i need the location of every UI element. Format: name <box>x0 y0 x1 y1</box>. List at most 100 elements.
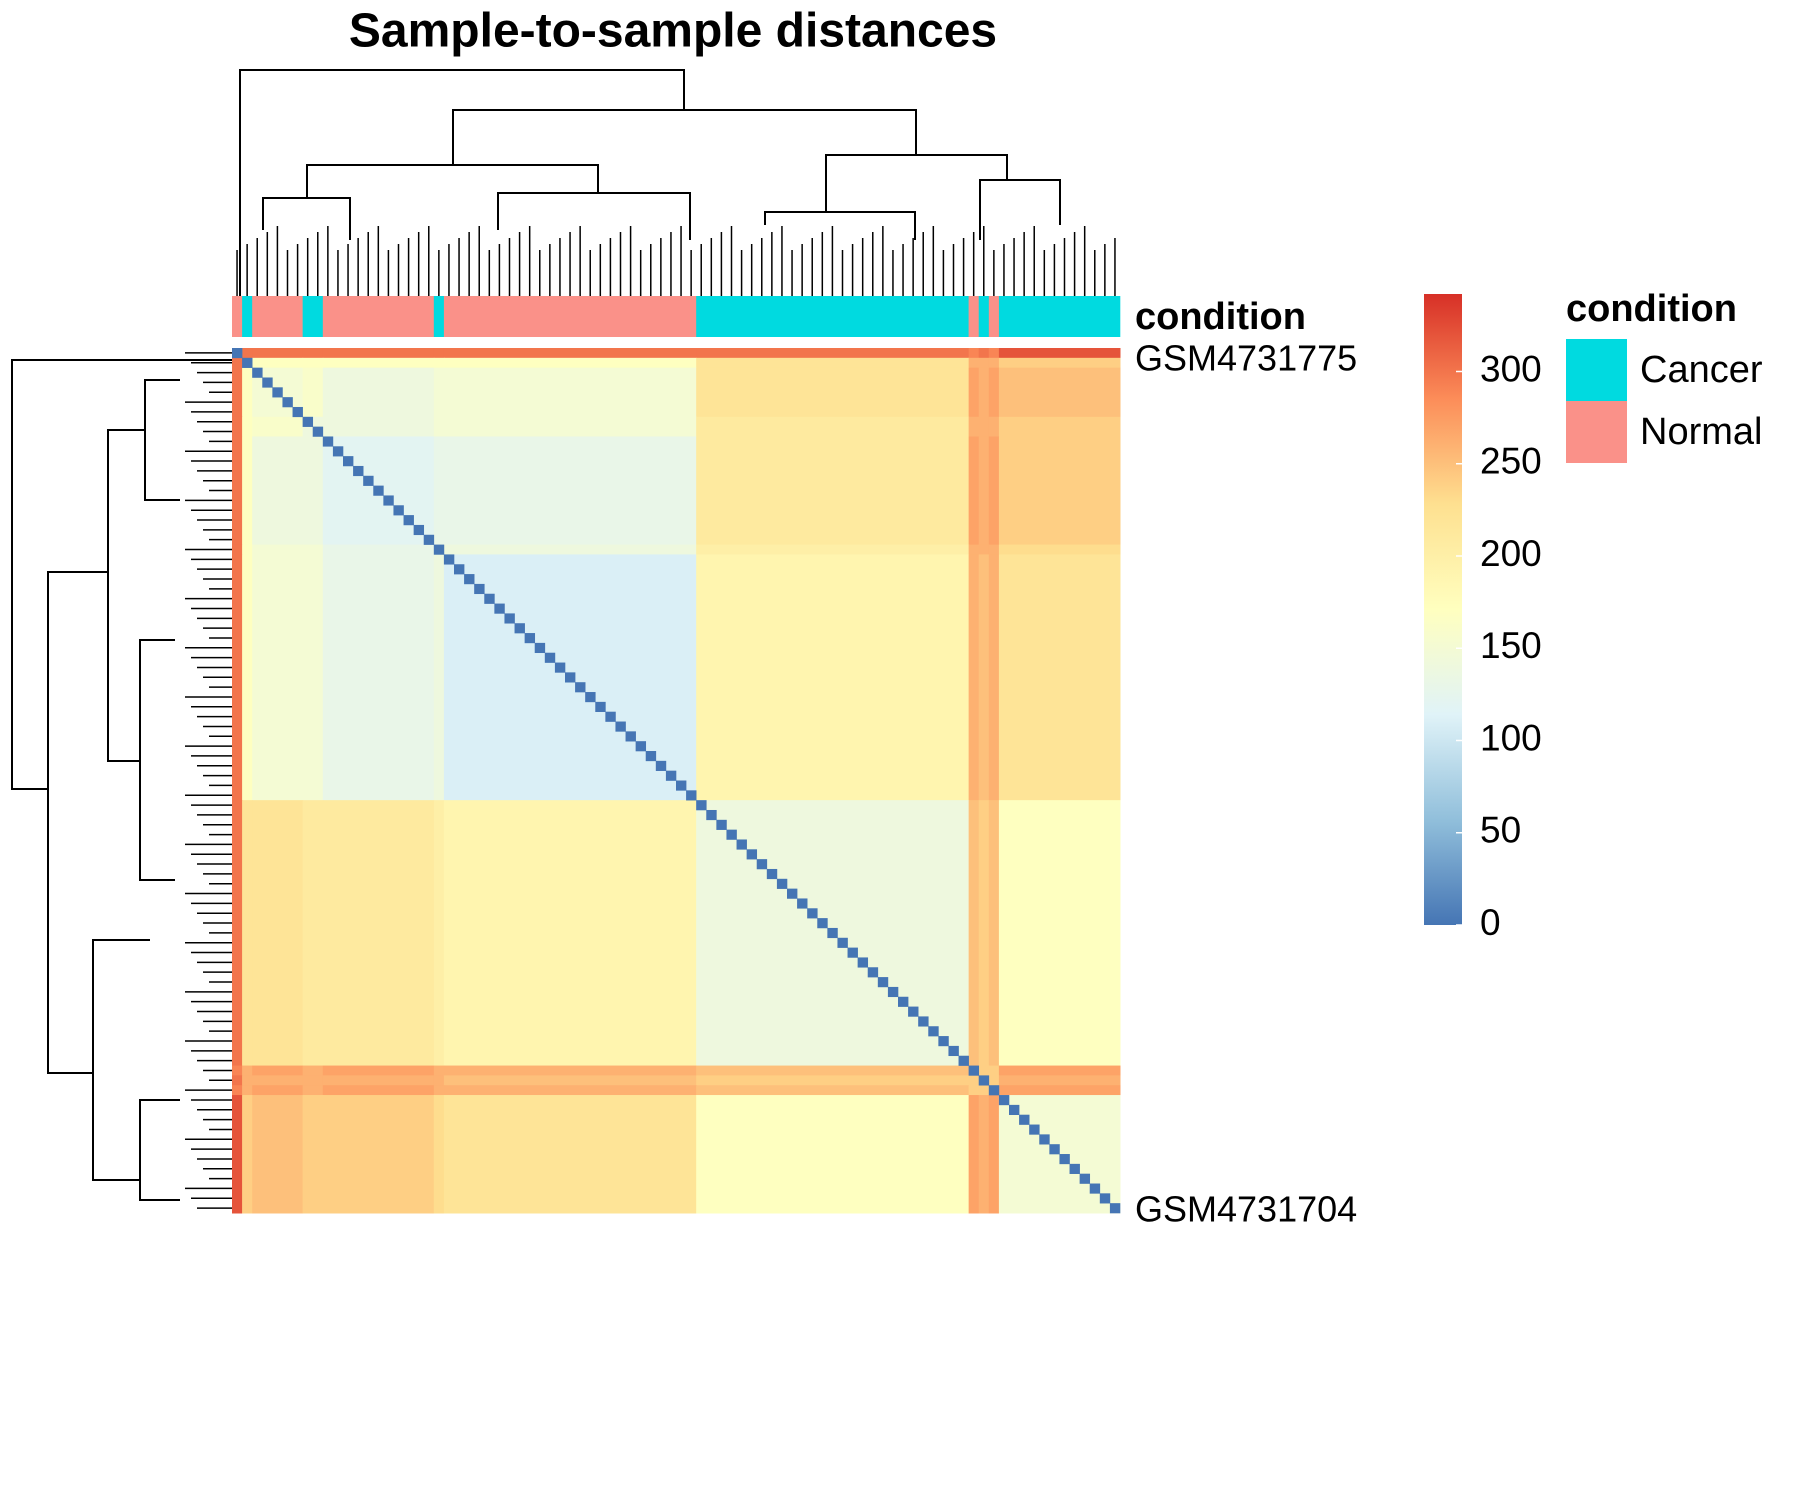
legend-label: Cancer <box>1640 349 1763 391</box>
heatmap-cell <box>988 544 1000 555</box>
diagonal-cell <box>494 603 505 614</box>
diagonal-cell <box>353 465 364 477</box>
annotation-cell <box>252 296 303 337</box>
dendro-branch <box>979 179 1061 240</box>
heatmap-cell <box>998 554 1121 801</box>
heatmap-cell <box>433 1095 445 1214</box>
heatmap-cell <box>443 357 697 369</box>
heatmap-cell <box>978 367 990 418</box>
diagonal-cell <box>383 495 394 506</box>
heatmap-cell <box>968 1075 980 1086</box>
dendro-branch <box>139 1099 180 1201</box>
legend-swatch <box>1566 401 1627 463</box>
colorbar-tick-label: 150 <box>1480 625 1542 666</box>
diagonal-cell <box>1059 1154 1070 1165</box>
heatmap-cell <box>998 1085 1121 1096</box>
heatmap-cell <box>232 367 243 418</box>
heatmap-cell <box>322 416 435 437</box>
heatmap-cell <box>302 800 324 1067</box>
heatmap-cell <box>242 416 253 437</box>
heatmap-cell <box>252 1095 304 1214</box>
diagonal-cell <box>625 731 636 742</box>
diagonal-cell <box>766 868 778 880</box>
heatmap-cell <box>252 554 304 801</box>
heatmap-cell <box>998 348 1121 359</box>
dendro-branch <box>239 69 685 296</box>
row-label: GSM4731775 <box>1135 337 1357 378</box>
heatmap-cell <box>998 1065 1121 1076</box>
diagonal-cell <box>877 977 889 988</box>
diagonal-cell <box>928 1026 939 1037</box>
annotation-cell <box>443 296 697 337</box>
heatmap-cell <box>322 1085 435 1096</box>
diagonal-cell <box>736 839 747 850</box>
chart-title: Sample-to-sample distances <box>349 5 997 58</box>
colorbar <box>1424 294 1462 925</box>
diagonal-cell <box>645 751 657 762</box>
heatmap-cell <box>433 357 445 369</box>
diagonal-cell <box>554 662 566 673</box>
colorbar-tick-label: 200 <box>1480 533 1542 574</box>
diagonal-cell <box>484 593 495 604</box>
diagonal-cell <box>898 996 909 1007</box>
diagonal-cell <box>706 809 717 821</box>
dendro-branch <box>497 192 691 240</box>
heatmap-cell <box>696 544 970 555</box>
heatmap-cell <box>998 367 1121 418</box>
colorbar-tick-label: 100 <box>1480 717 1542 758</box>
heatmap-cell <box>433 416 445 437</box>
heatmap-cell <box>302 1065 324 1076</box>
heatmap-cell <box>998 416 1121 437</box>
diagonal-cell <box>968 1065 980 1076</box>
diagonal-cell <box>544 652 556 663</box>
heatmap-cell <box>252 416 304 437</box>
diagonal-cell <box>867 967 879 978</box>
colorbar-tick-label: 250 <box>1480 441 1542 482</box>
heatmap-cell <box>242 348 253 359</box>
heatmap-cell <box>968 800 980 1067</box>
heatmap-cell <box>232 1085 243 1096</box>
annotation-cell <box>322 296 435 337</box>
heatmap-cell <box>988 800 1000 1067</box>
heatmap-cell <box>696 348 970 359</box>
annotation-cell <box>433 296 445 337</box>
diagonal-cell <box>595 701 606 712</box>
heatmap-cell <box>433 348 445 359</box>
annotation-label: condition <box>1135 296 1306 338</box>
diagonal-cell <box>756 859 768 870</box>
heatmap-cell <box>443 416 697 437</box>
heatmap-cell <box>998 1075 1121 1086</box>
legend-label: Normal <box>1640 411 1762 453</box>
heatmap-cell <box>242 544 253 555</box>
diagonal-cell <box>1089 1183 1101 1194</box>
heatmap-cell <box>968 348 980 359</box>
annotation-cell <box>232 296 243 337</box>
heatmap-cell <box>232 1095 243 1214</box>
diagonal-cell <box>565 672 576 683</box>
heatmap-cell <box>242 1085 253 1096</box>
diagonal-cell <box>464 574 475 585</box>
column-dendrogram <box>239 69 1061 296</box>
heatmap-cell <box>988 1095 1000 1214</box>
heatmap-cell <box>322 1075 435 1086</box>
heatmap-cell <box>302 1095 324 1214</box>
heatmap-cell <box>232 544 243 555</box>
diagonal-cell <box>958 1055 969 1066</box>
heatmap-cell <box>696 367 970 418</box>
heatmap-cell <box>998 800 1121 1067</box>
dendro-branch <box>262 197 351 240</box>
diagonal-cell <box>635 741 647 752</box>
diagonal-cell <box>474 583 485 595</box>
heatmap-cell <box>443 1095 697 1214</box>
heatmap-cell <box>322 1095 435 1214</box>
diagonal-cell <box>686 790 697 801</box>
heatmap-cell <box>242 1075 253 1086</box>
diagonal-cell <box>252 367 263 378</box>
diagonal-cell <box>322 436 334 447</box>
diagonal-cell <box>908 1006 919 1017</box>
heatmap-cell <box>443 800 697 1067</box>
diagonal-cell <box>292 406 303 418</box>
diagonal-cell <box>373 485 384 496</box>
diagonal-cell <box>1009 1104 1020 1116</box>
